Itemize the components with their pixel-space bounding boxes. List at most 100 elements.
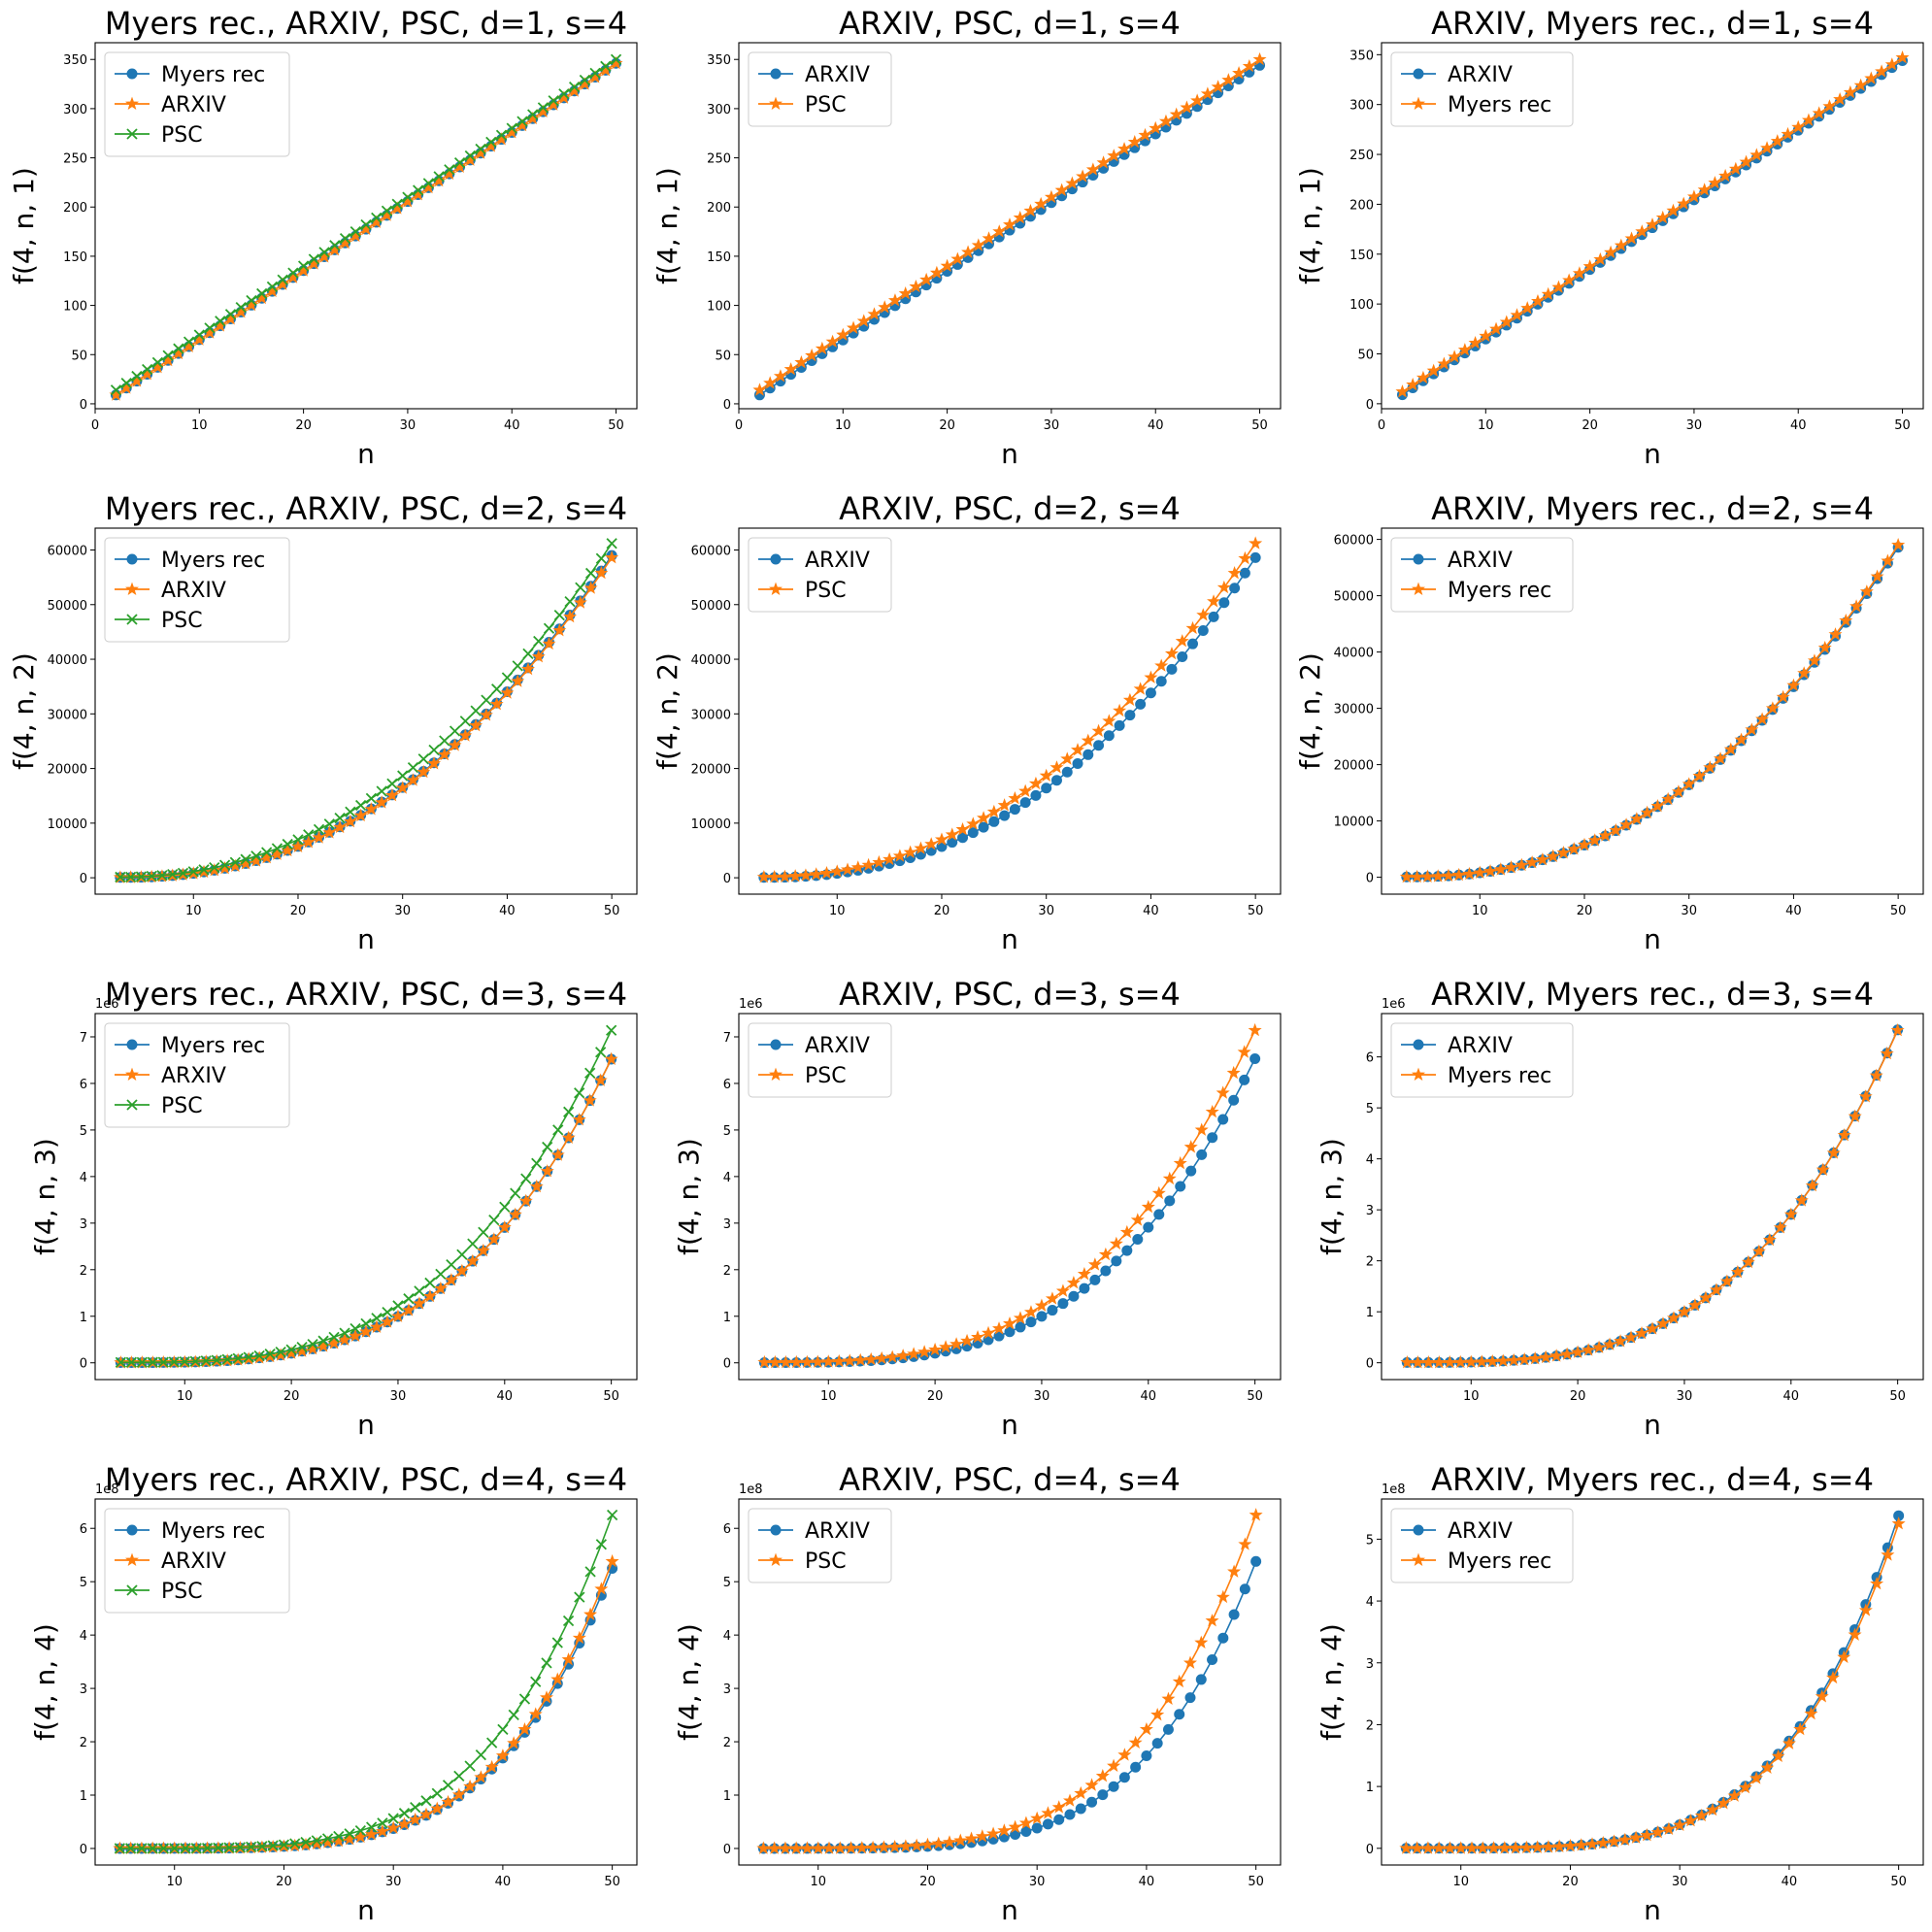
x-tick-label: 20 (939, 418, 955, 433)
data-point (1190, 93, 1205, 107)
data-point (1462, 866, 1477, 881)
data-point (157, 1356, 169, 1368)
data-point (1563, 1839, 1578, 1852)
data-point (360, 1317, 372, 1330)
legend-item: PSC (758, 579, 847, 603)
data-point (115, 871, 126, 883)
data-point (1151, 1185, 1166, 1200)
data-point (953, 1833, 968, 1847)
data-point (1045, 1291, 1059, 1305)
y-tick-label: 2 (1366, 1255, 1374, 1270)
data-point (439, 735, 450, 747)
data-point (1020, 1825, 1032, 1837)
data-point (563, 1106, 575, 1117)
data-point (1013, 211, 1027, 224)
data-point (583, 581, 598, 594)
legend-marker (124, 96, 140, 110)
data-point (967, 827, 979, 839)
data-point (1708, 176, 1722, 189)
data-point (353, 808, 368, 822)
data-point (914, 841, 928, 854)
data-point (1154, 658, 1169, 672)
data-point (1760, 1760, 1775, 1774)
legend-marker (124, 582, 140, 595)
data-point (594, 1582, 609, 1595)
legend-label: PSC (161, 1094, 203, 1118)
data-point (1541, 286, 1555, 301)
data-point (825, 334, 840, 349)
data-point (499, 1201, 511, 1213)
data-point (606, 1024, 617, 1036)
y-tick-label: 10000 (1334, 816, 1374, 830)
legend-marker (126, 68, 138, 80)
data-point (1406, 378, 1420, 391)
legend-item: ARXIV (115, 579, 226, 603)
data-point (961, 245, 976, 258)
data-point (1755, 712, 1770, 725)
legend-label: PSC (161, 123, 203, 148)
data-point (1097, 1789, 1109, 1801)
plot-title: ARXIV, PSC, d=1, s=4 (839, 5, 1181, 42)
x-tick-label: 10 (185, 904, 202, 918)
y-tick-label: 50 (1357, 349, 1374, 363)
data-point (1751, 1244, 1766, 1258)
data-point (529, 1179, 544, 1193)
data-point (266, 281, 279, 292)
data-point (1238, 550, 1252, 565)
data-point (819, 865, 834, 880)
plot-title: Myers rec., ARXIV, PSC, d=2, s=4 (105, 490, 627, 527)
data-point (928, 1342, 943, 1356)
data-point (1132, 1233, 1144, 1245)
data-point (1075, 1803, 1086, 1815)
data-point (200, 1355, 212, 1367)
data-point (250, 850, 262, 862)
data-point (428, 744, 440, 756)
data-point (1249, 551, 1261, 563)
data-point (189, 1355, 201, 1367)
y-tick-label: 200 (63, 201, 87, 216)
data-point (1141, 1750, 1152, 1762)
legend-box (1390, 51, 1574, 127)
data-point (431, 1787, 443, 1799)
data-point (1051, 1800, 1066, 1814)
data-point (550, 1148, 565, 1161)
data-point (1655, 1316, 1670, 1330)
x-tick-label: 40 (1790, 418, 1807, 433)
x-tick-label: 30 (390, 1389, 407, 1404)
data-point (867, 307, 882, 320)
data-point (333, 1830, 345, 1843)
data-point (371, 212, 383, 224)
series-myers-rec (1399, 538, 1906, 883)
x-tick-label: 30 (1029, 1875, 1046, 1889)
x-tick-label: 50 (603, 1389, 619, 1404)
data-point (398, 1808, 411, 1819)
data-point (844, 1841, 858, 1854)
data-point (1143, 1221, 1154, 1233)
data-point (856, 314, 871, 327)
data-point (481, 694, 492, 706)
legend-box (748, 537, 892, 613)
data-point (1087, 1257, 1102, 1271)
data-point (550, 1672, 565, 1685)
data-point (1180, 100, 1194, 114)
data-point (568, 81, 581, 93)
data-point (1437, 356, 1451, 370)
data-point (1650, 799, 1665, 813)
y-tick-label: 350 (707, 53, 731, 68)
data-point (167, 869, 179, 881)
legend-marker (770, 553, 782, 565)
y-axis-label: f(4, n, 2) (8, 652, 40, 770)
data-point (920, 1837, 935, 1851)
data-point (1574, 1838, 1588, 1851)
data-point (1694, 1808, 1709, 1822)
legend-item: ARXIV (758, 63, 870, 87)
legend-marker (1411, 1552, 1426, 1566)
data-point (1843, 84, 1857, 99)
data-point (497, 1723, 509, 1735)
data-point (1604, 245, 1618, 259)
y-tick-label: 0 (723, 872, 731, 886)
data-point (380, 1315, 394, 1328)
legend-marker (770, 1524, 782, 1536)
data-point (1183, 1655, 1198, 1669)
data-point (986, 804, 1001, 818)
